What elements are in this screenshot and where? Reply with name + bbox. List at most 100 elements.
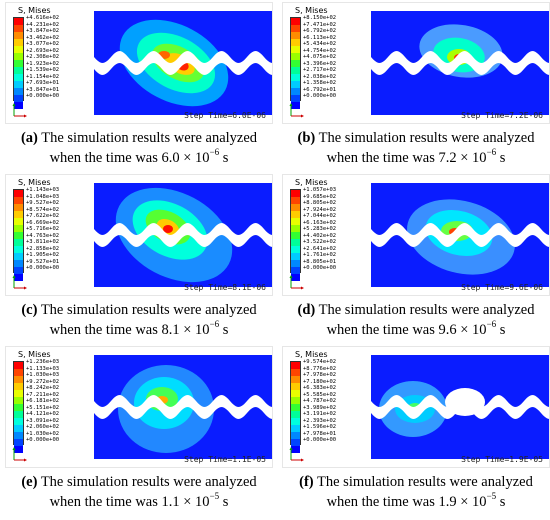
step-time-label: Step Time=6.0E-06 <box>184 111 266 120</box>
legend-color-bar <box>290 189 301 281</box>
caption-line1: The simulation results were analyzed <box>41 130 258 146</box>
figure-caption: (b) The simulation results were analyzed… <box>282 128 550 168</box>
caption-unit: s <box>222 494 229 510</box>
legend-value: +9.685e+02 <box>303 193 337 200</box>
axes-triad-icon <box>12 274 28 290</box>
legend-value: +2.693e+02 <box>26 47 60 54</box>
legend-value: +6.669e+02 <box>26 219 60 226</box>
caption-label: (c) <box>21 302 38 318</box>
stress-contour-plot <box>371 355 549 459</box>
legend-value: +8.150e+02 <box>303 15 337 21</box>
caption-prefix: when the time was 1.1 × 10 <box>49 494 210 510</box>
legend-value: +3.396e+02 <box>303 60 337 67</box>
legend-value: +0.000e+00 <box>303 437 337 443</box>
caption-line1: The simulation results were analyzed <box>318 130 535 146</box>
axes-triad-icon <box>12 102 28 118</box>
legend-title: S, Mises <box>295 178 328 187</box>
legend-value: +8.805e+02 <box>303 200 337 206</box>
legend-value: +3.811e+02 <box>26 239 60 245</box>
legend-value: +4.231e+02 <box>26 21 60 28</box>
step-time-label: Step Time=7.2E-06 <box>461 111 543 120</box>
step-time-label: Step Time=1.9E-05 <box>461 455 543 464</box>
legend-value: +5.585e+02 <box>303 391 337 398</box>
caption-unit: s <box>499 494 506 510</box>
legend-value: +1.143e+03 <box>26 187 60 193</box>
legend-value: +5.283e+02 <box>303 226 337 232</box>
legend-value: +4.402e+02 <box>303 232 337 239</box>
step-time-label: Step Time=1.1E-05 <box>184 455 266 464</box>
caption-exponent: −6 <box>486 319 497 329</box>
stress-legend: S, Mises +1.143e+03 +1.048e+03 +9.527e+02 +8… <box>8 178 92 281</box>
caption-label: (a) <box>20 130 38 146</box>
stress-legend: S, Mises +1.236e+03 +1.133e+03 +1.030e+03 +9… <box>8 350 92 453</box>
simulation-figure: S, Mises +1.236e+03 +1.133e+03 +1.030e+03 +9… <box>5 346 273 468</box>
caption-prefix: when the time was 7.2 × 10 <box>326 150 487 166</box>
stress-contour-plot <box>94 355 272 459</box>
legend-value: +1.923e+02 <box>26 60 60 67</box>
stress-contour-plot <box>371 183 549 287</box>
simulation-figure: S, Mises +9.574e+02 +8.776e+02 +7.978e+02 +7… <box>282 346 550 468</box>
legend-value: +4.616e+02 <box>26 15 60 21</box>
legend-value: +6.792e+02 <box>303 28 337 34</box>
step-time-label: Step Time=8.1E-06 <box>184 283 266 292</box>
caption-unit: s <box>222 150 229 166</box>
legend-value: +3.191e+02 <box>303 411 337 417</box>
legend-value: +9.527e+02 <box>26 200 60 206</box>
stress-contour-plot <box>371 11 549 115</box>
legend-value: +2.038e+02 <box>303 73 337 80</box>
stress-contour-plot <box>94 183 272 287</box>
legend-value: +9.272e+02 <box>26 378 60 385</box>
stress-region <box>163 225 173 233</box>
legend-value: +6.113e+02 <box>303 34 337 41</box>
legend-value: +6.163e+02 <box>303 219 337 226</box>
legend-value: +0.000e+00 <box>26 437 60 443</box>
fracture-void <box>445 388 485 416</box>
caption-exponent: −5 <box>486 491 497 501</box>
legend-value: +6.792e+01 <box>303 86 337 93</box>
legend-value: +6.181e+02 <box>26 398 60 404</box>
legend-value: +7.471e+02 <box>303 21 337 28</box>
panel-a: S, Mises +4.616e+02 +4.231e+02 +3.847e+02 +3… <box>5 2 273 174</box>
legend-color-bar <box>13 189 24 281</box>
axes-triad-icon <box>289 446 305 462</box>
caption-label: (f) <box>299 474 314 490</box>
legend-value: +1.048e+03 <box>26 193 60 200</box>
stress-contour-plot <box>94 11 272 115</box>
interface-gap <box>371 51 549 75</box>
caption-exponent: −6 <box>209 319 220 329</box>
legend-value: +1.596e+02 <box>303 424 337 430</box>
caption-prefix: when the time was 6.0 × 10 <box>49 150 210 166</box>
legend-value: +0.000e+00 <box>303 265 337 271</box>
simulation-figure: S, Mises +1.143e+03 +1.048e+03 +9.527e+02 +8… <box>5 174 273 296</box>
legend-value: +1.030e+03 <box>26 372 60 378</box>
figure-caption: (a) The simulation results were analyzed… <box>5 128 273 168</box>
legend-value: +3.091e+02 <box>26 417 60 424</box>
caption-exponent: −6 <box>209 147 220 157</box>
legend-value: +2.308e+02 <box>26 54 60 60</box>
caption-unit: s <box>222 322 229 338</box>
legend-value: +3.462e+02 <box>26 34 60 41</box>
legend-value: +8.805e+01 <box>303 258 337 265</box>
axes-triad-icon <box>289 102 305 118</box>
stress-legend: S, Mises +4.616e+02 +4.231e+02 +3.847e+02 +3… <box>8 6 92 109</box>
legend-value: +4.763e+02 <box>26 232 60 239</box>
figure-caption: (d) The simulation results were analyzed… <box>282 300 550 340</box>
legend-value: +1.030e+02 <box>26 430 60 437</box>
legend-color-bar <box>290 361 301 453</box>
legend-value: +9.574e+02 <box>303 359 337 365</box>
caption-label: (d) <box>297 302 316 318</box>
legend-value: +1.358e+02 <box>303 80 337 86</box>
legend-value: +7.044e+02 <box>303 213 337 219</box>
legend-value: +7.978e+01 <box>303 430 337 437</box>
panel-b: S, Mises +8.150e+02 +7.471e+02 +6.792e+02 +6… <box>282 2 550 174</box>
caption-unit: s <box>499 150 506 166</box>
legend-value: +7.924e+02 <box>303 206 337 213</box>
legend-title: S, Mises <box>18 350 51 359</box>
legend-title: S, Mises <box>18 6 51 15</box>
legend-title: S, Mises <box>295 6 328 15</box>
legend-value: +4.121e+02 <box>26 411 60 417</box>
interface-gap <box>94 223 272 247</box>
panel-c: S, Mises +1.143e+03 +1.048e+03 +9.527e+02 +8… <box>5 174 273 346</box>
legend-value: +8.776e+02 <box>303 365 337 372</box>
interface-gap <box>371 223 549 247</box>
